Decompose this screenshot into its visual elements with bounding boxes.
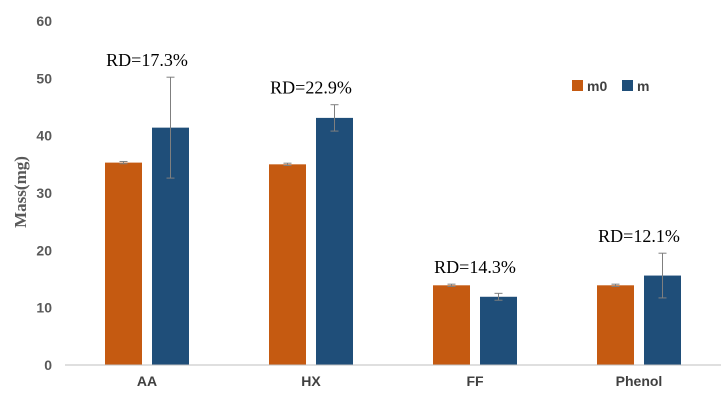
legend-swatch-m: [622, 80, 633, 91]
y-axis-label: Mass(mg): [11, 156, 30, 228]
error-bar: [283, 162, 292, 166]
bar-m-hx: [316, 117, 353, 365]
error-bar: [330, 104, 339, 132]
y-tick-label: 20: [36, 242, 52, 258]
y-tick-label: 10: [36, 300, 52, 316]
x-tick-label: AA: [137, 373, 157, 389]
error-bar: [447, 283, 456, 287]
error-bar: [494, 292, 503, 301]
rd-annotation: RD=22.9%: [270, 78, 352, 98]
y-tick-label: 50: [36, 70, 52, 86]
rd-annotation: RD=17.3%: [106, 50, 188, 70]
y-tick-label: 40: [36, 128, 52, 144]
annotations: RD=17.3% RD=22.9% RD=14.3% RD=12.1%: [106, 50, 680, 277]
bar-m0-phenol: [597, 285, 634, 365]
bar-m-ff: [480, 296, 517, 365]
bar-m0-ff: [433, 285, 470, 365]
y-tick-label: 60: [36, 13, 52, 29]
bars: [105, 117, 681, 365]
error-bars: [119, 76, 667, 301]
error-bar: [119, 160, 128, 165]
error-bar: [658, 252, 667, 299]
bar-m0-hx: [269, 164, 306, 365]
legend-label-m0: m0: [587, 78, 607, 94]
x-axis-labels: AA HX FF Phenol: [137, 373, 662, 389]
legend: m0 m: [572, 78, 649, 94]
rd-annotation: RD=14.3%: [434, 257, 516, 277]
legend-swatch-m0: [572, 80, 583, 91]
rd-annotation: RD=12.1%: [598, 226, 680, 246]
bar-m0-aa: [105, 162, 142, 365]
y-axis-ticks: 0 10 20 30 40 50 60: [36, 13, 52, 373]
y-tick-label: 0: [44, 357, 52, 373]
x-tick-label: Phenol: [616, 373, 663, 389]
error-bar: [611, 283, 620, 287]
y-tick-label: 30: [36, 185, 52, 201]
error-bar: [166, 76, 175, 179]
legend-label-m: m: [637, 78, 649, 94]
x-tick-label: HX: [301, 373, 321, 389]
x-tick-label: FF: [466, 373, 484, 389]
